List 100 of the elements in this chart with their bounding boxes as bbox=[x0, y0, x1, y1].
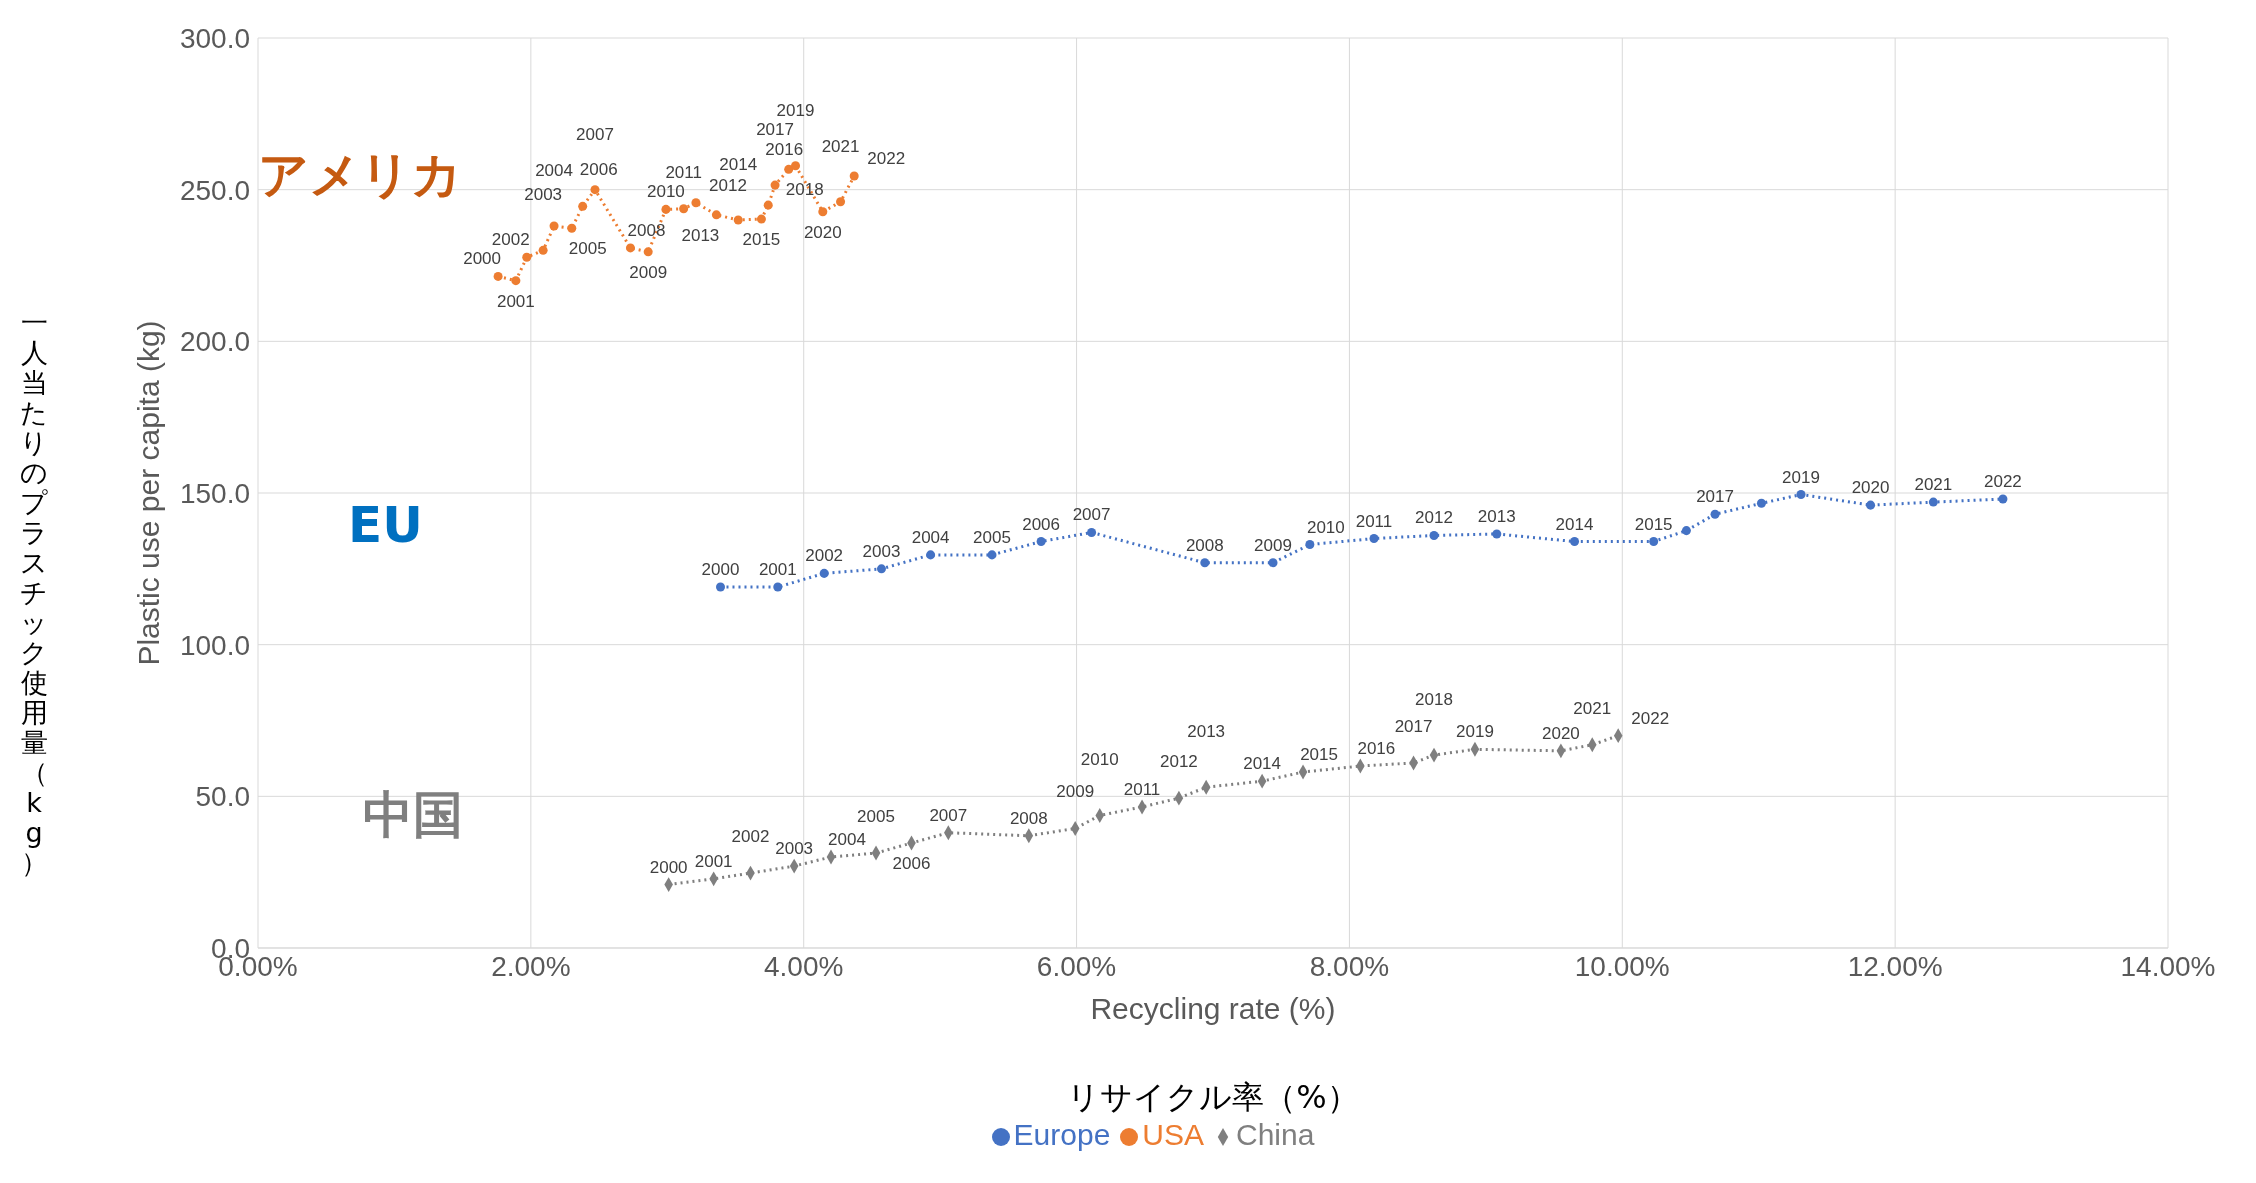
point bbox=[836, 197, 846, 207]
annotation: 2019 bbox=[776, 100, 815, 120]
point bbox=[1087, 527, 1097, 537]
annotation: 2013 bbox=[1477, 506, 1516, 526]
point bbox=[876, 564, 886, 574]
annotation: 2012 bbox=[709, 175, 747, 195]
point bbox=[567, 223, 577, 233]
annotation: 2007 bbox=[1072, 505, 1111, 525]
point bbox=[715, 582, 726, 592]
x-tick-label: 6.00% bbox=[1036, 950, 1117, 982]
annotation: 2000 bbox=[649, 857, 688, 877]
annotation: 2004 bbox=[535, 161, 573, 181]
annotation: 2002 bbox=[805, 546, 844, 566]
point bbox=[763, 200, 773, 210]
annotation: 2001 bbox=[758, 560, 797, 580]
annotation: 2011 bbox=[1355, 511, 1393, 531]
annotation: 2008 bbox=[1185, 535, 1224, 555]
point bbox=[1200, 558, 1210, 568]
point bbox=[1998, 494, 2008, 504]
legend-label: China bbox=[1236, 1118, 1315, 1151]
annotation: 2018 bbox=[1415, 690, 1453, 710]
annotation: 2020 bbox=[1541, 723, 1580, 743]
point bbox=[1305, 540, 1315, 550]
annotation: 2013 bbox=[681, 225, 720, 245]
annotation: 2000 bbox=[463, 249, 502, 269]
x-tick-label: 12.00% bbox=[1847, 950, 1943, 982]
annotation: 2021 bbox=[821, 136, 860, 156]
point bbox=[756, 214, 766, 224]
point bbox=[1866, 500, 1876, 510]
annotation: 2009 bbox=[1254, 535, 1292, 555]
x-axis-title: Recycling rate (%) bbox=[1090, 992, 1336, 1026]
point bbox=[784, 164, 794, 174]
legend-label: USA bbox=[1142, 1118, 1205, 1151]
y-tick-label: 300.0 bbox=[179, 22, 250, 54]
annotation: 2004 bbox=[828, 830, 866, 849]
annotation: EU bbox=[348, 496, 423, 554]
x-tick-label: 4.00% bbox=[764, 950, 844, 982]
point bbox=[819, 568, 829, 578]
point bbox=[791, 161, 801, 171]
y-axis-title: Plastic use per capita (kg) bbox=[131, 320, 165, 666]
annotation: 2002 bbox=[491, 230, 530, 250]
annotation: 2005 bbox=[857, 807, 895, 827]
point bbox=[1429, 530, 1439, 540]
point bbox=[1928, 497, 1938, 507]
y-tick-label: 250.0 bbox=[179, 174, 250, 206]
annotation: 2003 bbox=[524, 185, 563, 205]
annotation: 2017 bbox=[1696, 487, 1734, 507]
annotation: 2014 bbox=[719, 155, 758, 174]
point bbox=[1492, 529, 1502, 539]
annotation: 2010 bbox=[1306, 517, 1345, 537]
annotation: 2011 bbox=[1123, 779, 1161, 799]
point bbox=[1649, 537, 1659, 547]
annotation: 2019 bbox=[1782, 467, 1820, 487]
annotation: 2021 bbox=[1573, 698, 1612, 718]
annotation: 2012 bbox=[1415, 508, 1453, 528]
annotation: 中国 bbox=[363, 786, 463, 844]
annotation: 2015 bbox=[1634, 514, 1673, 534]
annotation: 2004 bbox=[911, 527, 950, 547]
annotation: 2016 bbox=[1357, 739, 1396, 758]
annotation: 2015 bbox=[1300, 745, 1338, 765]
annotation: 2021 bbox=[1914, 475, 1953, 495]
point bbox=[849, 171, 859, 181]
annotation: 2006 bbox=[579, 160, 618, 180]
annotation: 2016 bbox=[765, 140, 804, 160]
point bbox=[1570, 537, 1580, 547]
point bbox=[818, 207, 828, 217]
point bbox=[661, 204, 671, 214]
point bbox=[926, 550, 936, 560]
point bbox=[691, 198, 701, 208]
text: 一人当たりのプラスチック使用量（kg） bbox=[20, 307, 48, 878]
annotation: 2019 bbox=[1456, 722, 1494, 742]
y-tick-label: 100.0 bbox=[179, 629, 250, 661]
point bbox=[578, 201, 588, 211]
point bbox=[1710, 509, 1720, 519]
annotation: 2009 bbox=[629, 262, 668, 282]
x-tick-label: 8.00% bbox=[1309, 950, 1390, 982]
y-tick-label: 200.0 bbox=[179, 326, 250, 358]
annotation: アメリカ bbox=[258, 146, 462, 204]
point bbox=[1268, 558, 1278, 568]
y-tick-label: 150.0 bbox=[179, 477, 250, 509]
x-tick-label: 10.00% bbox=[1574, 950, 1670, 982]
point bbox=[679, 204, 689, 214]
annotation: 2008 bbox=[627, 220, 666, 240]
annotation: 2001 bbox=[496, 291, 535, 311]
annotation: 2001 bbox=[694, 851, 733, 871]
annotation: 2020 bbox=[803, 222, 842, 242]
point bbox=[511, 276, 521, 286]
point bbox=[493, 271, 503, 281]
point bbox=[590, 185, 600, 195]
point bbox=[987, 550, 997, 560]
x-tick-label: 2.00% bbox=[491, 950, 571, 982]
point bbox=[1796, 490, 1806, 500]
annotation: 2011 bbox=[665, 162, 702, 182]
point bbox=[625, 243, 635, 253]
annotation: 2022 bbox=[867, 149, 906, 169]
annotation: 2018 bbox=[785, 180, 824, 200]
point bbox=[773, 582, 783, 592]
point bbox=[549, 221, 559, 231]
annotation: 2015 bbox=[742, 230, 781, 250]
point bbox=[522, 252, 532, 262]
